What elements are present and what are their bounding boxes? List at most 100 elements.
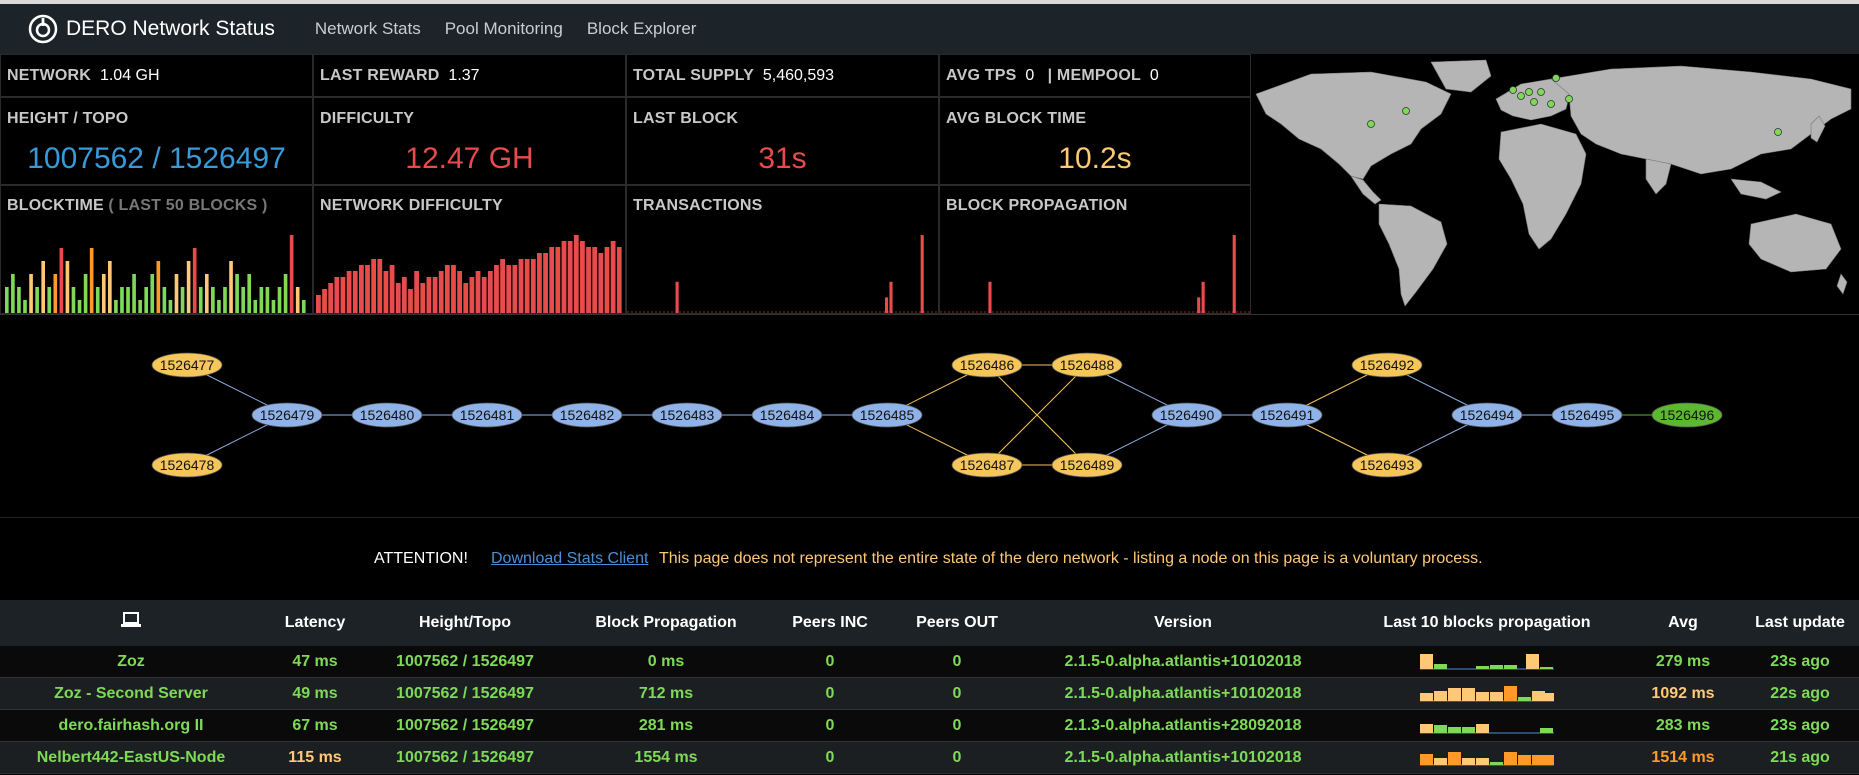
table-row[interactable]: Zoz 47 ms 1007562 / 1526497 0 ms 0 0 2.1… — [0, 646, 1859, 678]
chart-bar — [265, 287, 270, 313]
chart-bar — [126, 287, 130, 313]
chart-network-difficulty: NETWORK DIFFICULTY — [313, 185, 626, 314]
chart-bar — [328, 283, 334, 313]
chart-bar — [586, 247, 591, 313]
chart-bar — [271, 300, 276, 313]
chart-bar — [29, 274, 33, 313]
node-peers-inc: 0 — [825, 749, 835, 766]
blocktime-bars — [5, 235, 306, 313]
chart-bar — [549, 247, 555, 313]
difficulty-bars — [316, 235, 622, 313]
chart-bar — [451, 265, 456, 313]
nodes-table: Latency Height/Topo Block Propagation Pe… — [0, 600, 1859, 775]
dag-node-label: 1526484 — [760, 407, 815, 423]
chart-bar — [494, 265, 499, 313]
chart-bar — [83, 274, 88, 313]
node-avg: 279 ms — [1655, 653, 1711, 670]
dag-node-label: 1526485 — [860, 407, 915, 423]
dag-node[interactable]: 1526495 — [1551, 402, 1623, 428]
node-propagation: 0 ms — [647, 653, 685, 670]
chart-label: TRANSACTIONS — [633, 197, 763, 214]
dag-node[interactable]: 1526479 — [251, 402, 323, 428]
dag-node-label: 1526490 — [1160, 407, 1215, 423]
dag-node[interactable]: 1526489 — [1051, 452, 1123, 478]
chart-block-propagation: BLOCK PROPAGATION — [939, 185, 1251, 314]
chart-label: BLOCKTIME — [7, 197, 104, 214]
dag-node[interactable]: 1526486 — [951, 352, 1023, 378]
chart-bar — [204, 274, 209, 313]
dag-node[interactable]: 1526493 — [1351, 452, 1423, 478]
chart-blocktime: BLOCKTIME ( LAST 50 BLOCKS ) — [0, 185, 313, 314]
dag-node[interactable]: 1526482 — [551, 402, 623, 428]
chart-bar — [432, 277, 438, 313]
dag-node[interactable]: 1526491 — [1251, 402, 1323, 428]
node-peers-out: 0 — [952, 685, 962, 702]
dag-node[interactable]: 1526496 — [1651, 402, 1723, 428]
chart-bar — [59, 248, 64, 313]
chart-bar — [408, 289, 413, 313]
header-last-10-blocks[interactable]: Last 10 blocks propagation — [1383, 614, 1591, 631]
dag-node[interactable]: 1526477 — [151, 352, 223, 378]
chart-bar — [487, 271, 493, 313]
chart-bar — [481, 277, 487, 313]
table-row[interactable]: dero.fairhash.org II 67 ms 1007562 / 152… — [0, 710, 1859, 742]
chart-bar — [543, 253, 548, 313]
node-version: 2.1.5-0.alpha.atlantis+10102018 — [1064, 749, 1302, 766]
stat-value: 5,460,593 — [762, 67, 835, 84]
mempool-value: 0 — [1149, 67, 1159, 84]
last-block-value: 31s — [758, 142, 807, 175]
chart-bar — [512, 265, 518, 313]
node-last-update: 21s ago — [1770, 749, 1830, 766]
dag-node[interactable]: 1526484 — [751, 402, 823, 428]
header-latency[interactable]: Latency — [284, 614, 346, 631]
header-peers-out[interactable]: Peers OUT — [916, 614, 998, 631]
dag-node[interactable]: 1526487 — [951, 452, 1023, 478]
header-height-topo[interactable]: Height/Topo — [418, 614, 512, 631]
node-height: 1007562 / 1526497 — [396, 653, 534, 670]
table-row[interactable]: Zoz - Second Server 49 ms 1007562 / 1526… — [0, 678, 1859, 710]
header-last-update[interactable]: Last update — [1755, 614, 1845, 631]
nav-network-stats[interactable]: Network Stats — [314, 19, 421, 38]
dag-node[interactable]: 1526485 — [851, 402, 923, 428]
chart-bar — [675, 281, 679, 313]
dag-node[interactable]: 1526478 — [151, 452, 223, 478]
chart-bar — [41, 261, 45, 313]
dag-node[interactable]: 1526494 — [1451, 402, 1523, 428]
chart-bar — [604, 247, 610, 313]
chart-bar — [168, 300, 173, 313]
chart-bar — [1232, 235, 1236, 313]
node-version: 2.1.5-0.alpha.atlantis+10102018 — [1064, 653, 1302, 670]
chart-bar — [1197, 297, 1201, 313]
dag-node[interactable]: 1526483 — [651, 402, 723, 428]
dag-node[interactable]: 1526488 — [1051, 352, 1123, 378]
node-peers-inc: 0 — [825, 685, 835, 702]
dag-node[interactable]: 1526492 — [1351, 352, 1423, 378]
chart-bar — [920, 235, 924, 313]
dag-node-label: 1526478 — [160, 457, 215, 473]
nav-block-explorer[interactable]: Block Explorer — [586, 19, 697, 38]
brand[interactable]: DERO Network Status — [28, 14, 275, 44]
chart-bar — [610, 241, 616, 313]
node-propagation-sparkline — [1420, 684, 1554, 707]
node-latency: 47 ms — [292, 653, 338, 670]
nav-pool-monitoring[interactable]: Pool Monitoring — [444, 19, 563, 38]
chart-bar — [555, 247, 561, 313]
stat-last-reward: LAST REWARD 1.37 — [313, 54, 626, 97]
node-avg: 1092 ms — [1651, 685, 1715, 702]
dag-node[interactable]: 1526481 — [451, 402, 523, 428]
table-row[interactable]: Nelbert442-EastUS-Node 115 ms 1007562 / … — [0, 742, 1859, 774]
header-block-propagation[interactable]: Block Propagation — [595, 614, 737, 631]
download-stats-client-link[interactable]: Download Stats Client — [491, 550, 649, 567]
chart-bar — [114, 300, 118, 313]
header-avg[interactable]: Avg — [1668, 614, 1698, 631]
header-version[interactable]: Version — [1154, 614, 1212, 631]
dag-node[interactable]: 1526490 — [1151, 402, 1223, 428]
dag-node[interactable]: 1526480 — [351, 402, 423, 428]
stat-label: TOTAL SUPPLY — [633, 67, 754, 84]
header-peers-inc[interactable]: Peers INC — [792, 614, 868, 631]
chart-bar — [235, 274, 239, 313]
avg-block-time-value: 10.2s — [1058, 142, 1132, 175]
chart-transactions: TRANSACTIONS — [626, 185, 939, 314]
chart-bar — [444, 265, 450, 313]
node-avg: 1514 ms — [1651, 749, 1715, 766]
